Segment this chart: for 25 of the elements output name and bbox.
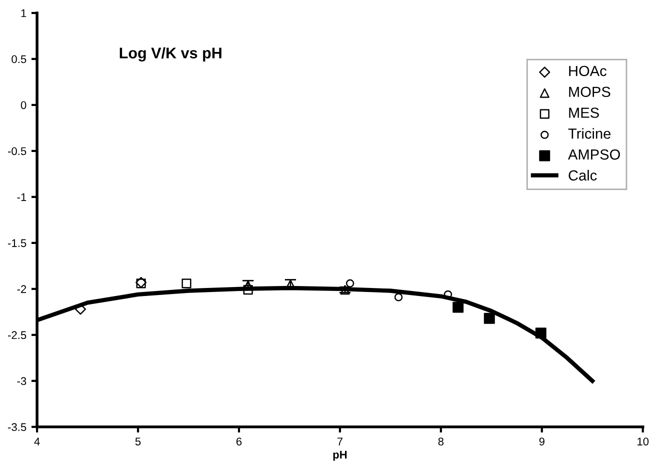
x-tick-label: 5 [135, 438, 141, 446]
y-tick-label: -2.5 [8, 331, 26, 340]
y-tick-label: 0.5 [12, 55, 26, 64]
x-axis-title: pH [333, 450, 347, 461]
x-tick-label: 6 [236, 438, 242, 446]
y-tick-label: -0.5 [8, 147, 26, 156]
x-tick-label: 10 [638, 438, 649, 446]
legend-label: Calc [568, 170, 597, 181]
legend-label: Tricine [568, 128, 611, 139]
y-tick-label: -1 [17, 193, 26, 201]
y-tick-label: -1.5 [8, 239, 26, 248]
legend-label: MES [569, 108, 599, 118]
y-tick-label: 0 [20, 101, 26, 110]
x-tick-label: 7 [337, 438, 342, 446]
x-tick-label: 4 [34, 438, 40, 446]
x-tick-label: 9 [539, 438, 544, 446]
y-tick-label: -3 [17, 377, 26, 386]
y-tick-label: -3.5 [8, 423, 26, 432]
y-tick-label: -2 [17, 285, 26, 293]
legend-label: HOAc [569, 66, 606, 76]
x-tick-label: 8 [438, 438, 444, 446]
y-tick-label: 1 [21, 9, 26, 18]
legend-label: AMPSO [568, 149, 620, 160]
legend-label: MOPS [569, 86, 610, 98]
text: Log V/K vs pH [120, 47, 222, 62]
